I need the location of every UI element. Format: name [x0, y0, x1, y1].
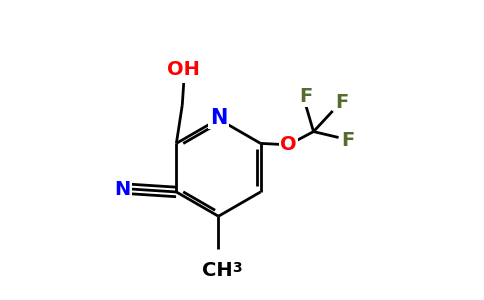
Text: 3: 3: [233, 261, 242, 275]
Text: N: N: [210, 108, 227, 127]
Text: F: F: [342, 131, 355, 150]
Text: F: F: [335, 93, 349, 112]
Text: OH: OH: [167, 60, 200, 79]
Text: CH: CH: [202, 261, 232, 280]
Text: O: O: [280, 135, 297, 154]
Text: N: N: [114, 179, 130, 199]
Text: F: F: [300, 87, 313, 106]
